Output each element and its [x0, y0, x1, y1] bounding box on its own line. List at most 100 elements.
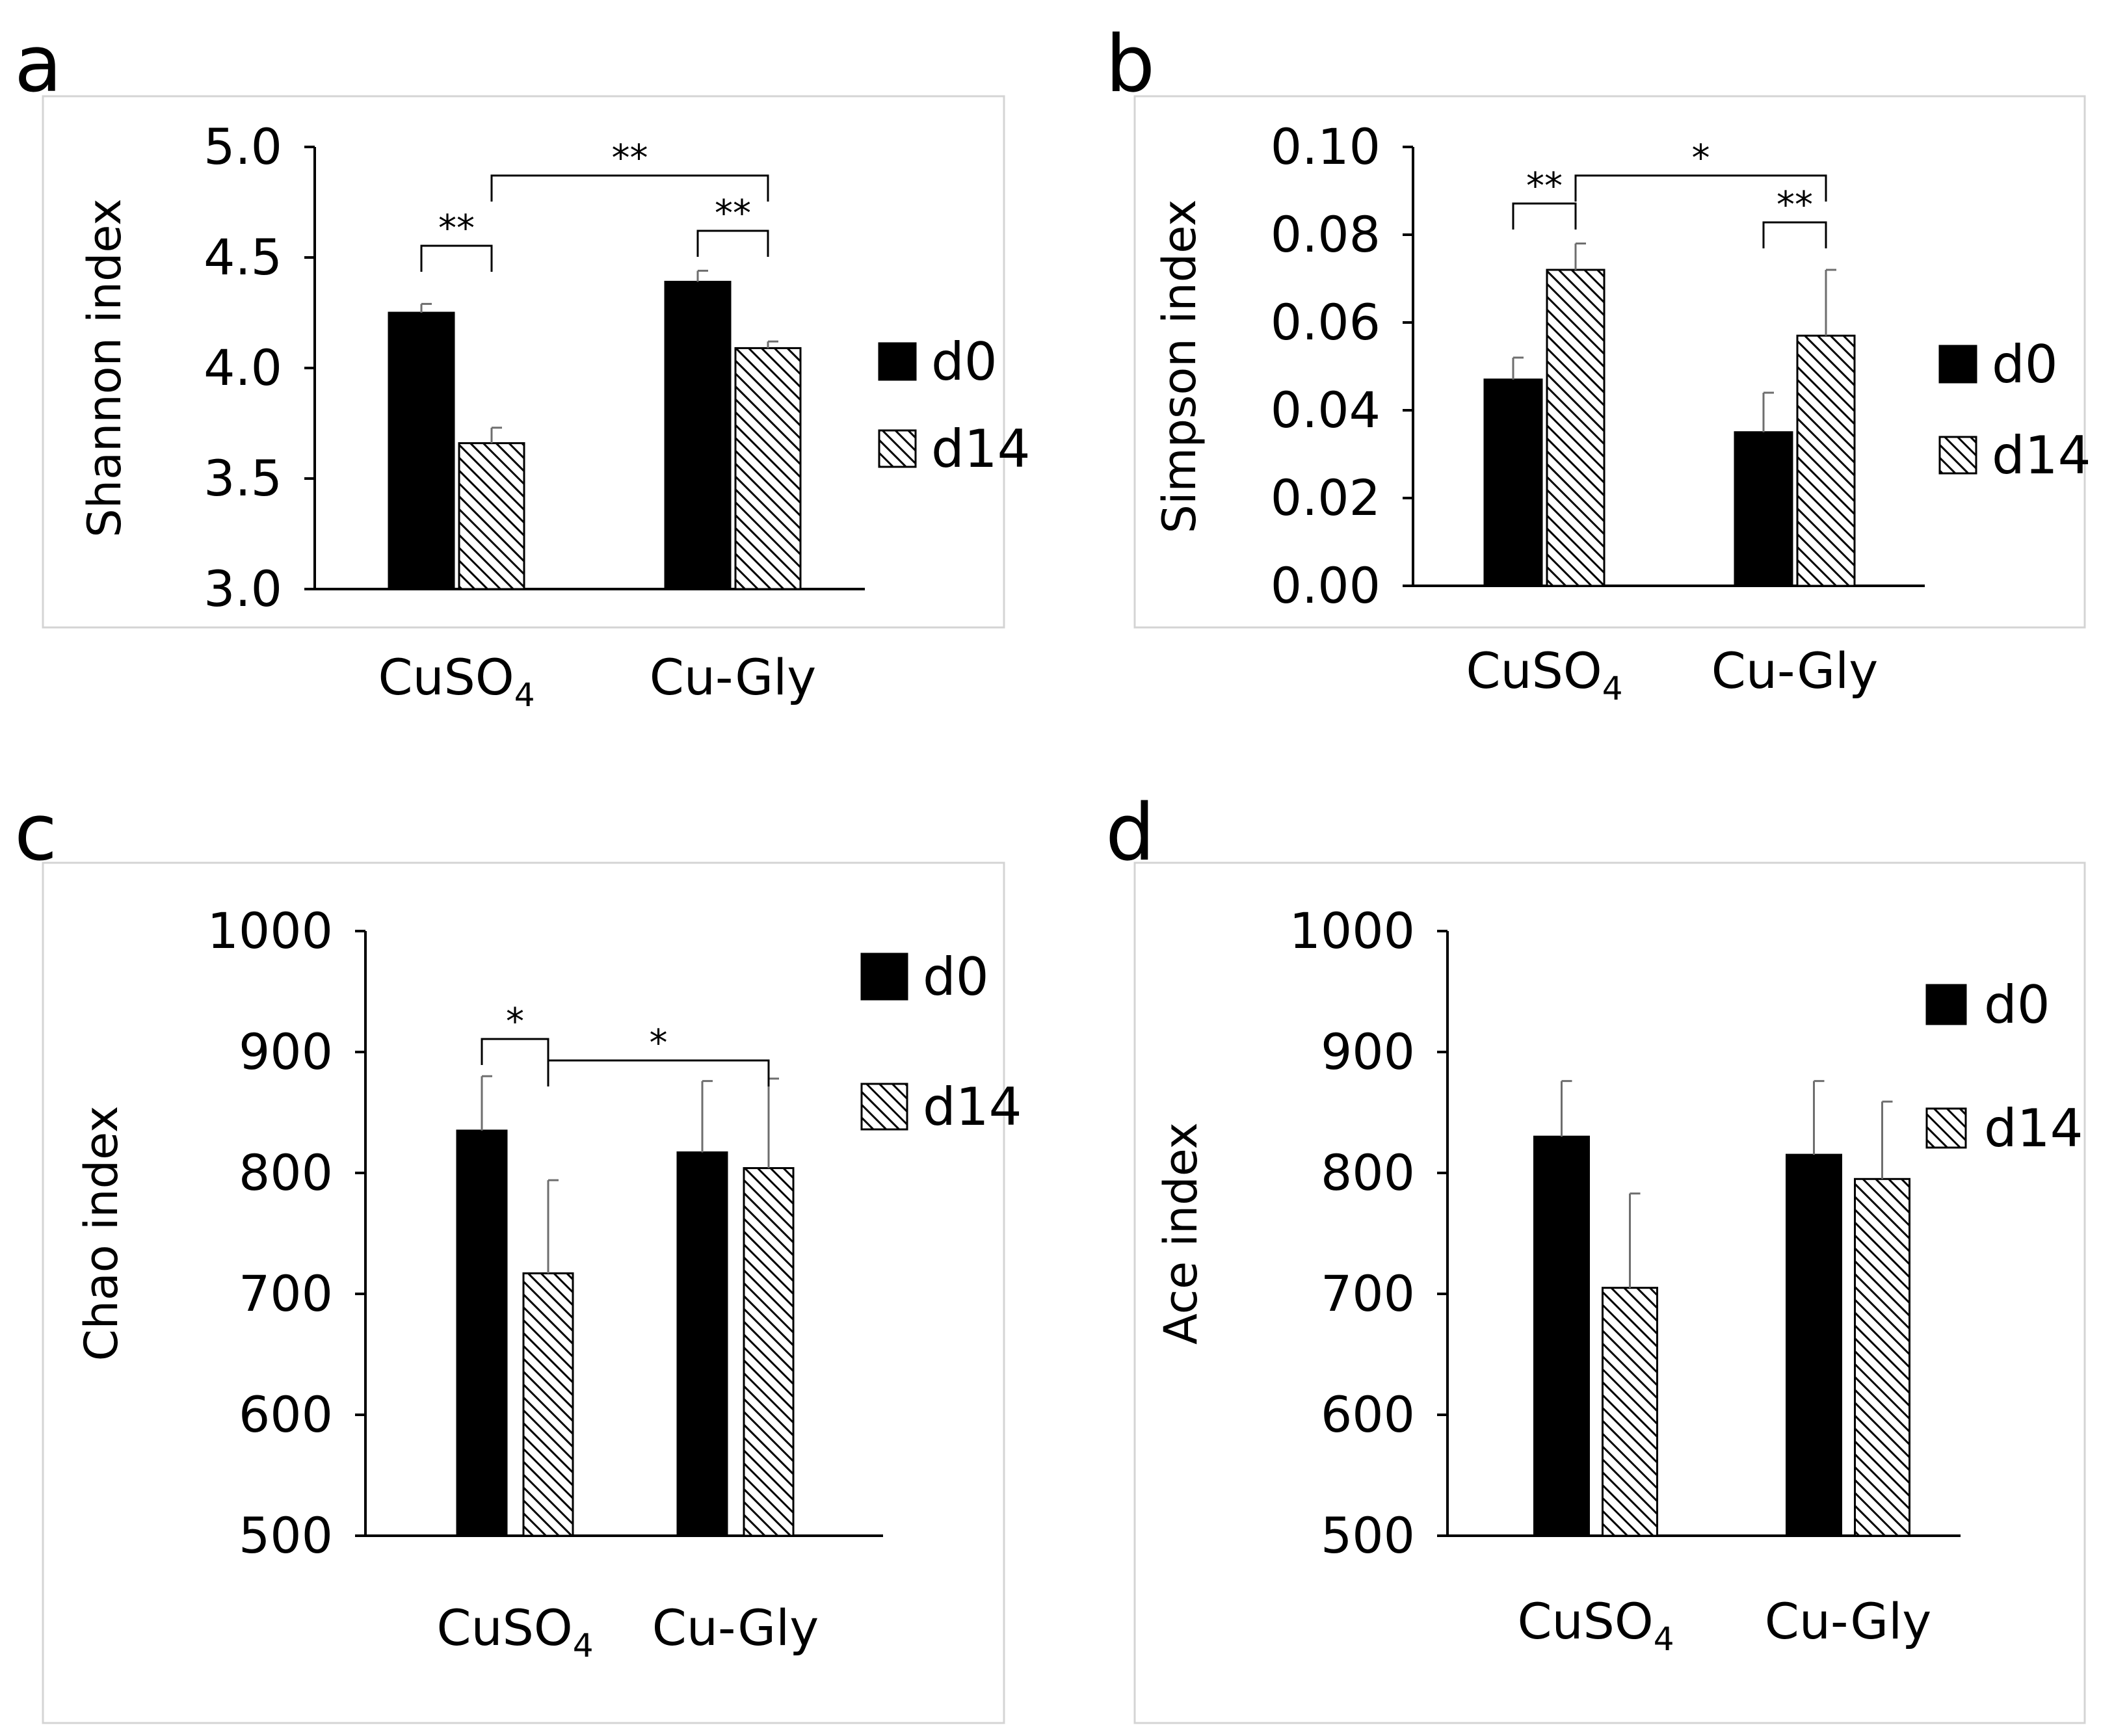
y-axis-label: Simpson index: [1153, 200, 1206, 534]
significance-label: **: [1777, 184, 1813, 226]
legend-label: d0: [1992, 334, 2058, 395]
bar-d0-0: [388, 311, 455, 590]
significance-bracket: [1574, 174, 1827, 202]
panel-frame: [1133, 861, 2086, 1724]
x-category-label: CuSO4: [378, 648, 535, 714]
legend-label: d0: [1984, 975, 2050, 1035]
y-tick-label: 4.5: [204, 228, 282, 286]
y-tick-label: 5.0: [204, 118, 282, 176]
panel-letter: c: [14, 788, 57, 878]
legend-swatch-d0: [860, 953, 908, 1001]
significance-label: *: [506, 1001, 524, 1043]
x-category-label: CuSO4: [1466, 642, 1622, 707]
significance-bracket: [490, 174, 769, 202]
y-tick-label: 0.08: [1271, 205, 1381, 263]
significance-label: *: [1692, 137, 1710, 179]
panel-letter: a: [14, 20, 62, 110]
bar-d14-1: [1796, 334, 1856, 587]
y-axis-label: Chao index: [75, 1106, 128, 1361]
y-tick-label: 800: [239, 1144, 333, 1202]
panel-frame: [42, 861, 1005, 1724]
significance-label: *: [650, 1022, 668, 1064]
legend-swatch-d14: [860, 1083, 908, 1131]
panel-d: d 500 600 700 800 900 1000 Ace index CuSO4 Cu-Gly…: [1105, 788, 2086, 1724]
bar-d0-0: [456, 1129, 508, 1537]
legend-label: d0: [923, 947, 989, 1007]
legend: d0 d14: [860, 947, 1022, 1137]
legend-swatch-d0: [1925, 984, 1967, 1025]
significance-bracket: [696, 230, 769, 257]
y-tick-label: 0.06: [1271, 293, 1381, 351]
bar-d14-0: [1602, 1287, 1658, 1537]
y-tick-label: 1000: [1289, 902, 1415, 960]
legend-label: d14: [931, 419, 1031, 479]
y-tick-label: 600: [1321, 1386, 1415, 1443]
bar-d14-1: [734, 347, 802, 590]
legend-label: d14: [1984, 1098, 2083, 1159]
legend-swatch-d14: [1925, 1107, 1967, 1149]
x-category-label: CuSO4: [436, 1599, 593, 1664]
x-category-label: Cu-Gly: [1711, 642, 1878, 700]
y-tick-label: 4.0: [204, 339, 282, 397]
significance-label: **: [612, 137, 648, 179]
panel-b: b 0.00 0.02 0.04 0.06 0.08 0.10 Simpson index Cu…: [1105, 20, 2091, 707]
y-tick-label: 600: [239, 1386, 333, 1443]
y-tick-label: 500: [239, 1506, 333, 1564]
panel-c: c 500 600 700 800 900 1000 Chao index CuSO4 Cu-Gl…: [14, 788, 1022, 1724]
bar-d14-1: [1854, 1177, 1910, 1537]
significance-bracket: [1762, 221, 1827, 248]
bar-d0-1: [1786, 1153, 1842, 1537]
y-tick-label: 0.00: [1271, 557, 1381, 614]
significance-bracket: [420, 244, 493, 272]
significance-label: **: [1526, 165, 1563, 207]
y-tick-label: 3.5: [204, 449, 282, 507]
bar-d0-1: [1734, 431, 1793, 587]
y-axis-label: Ace index: [1154, 1122, 1208, 1345]
y-tick-label: 700: [1321, 1265, 1415, 1322]
y-tick-label: 1000: [207, 902, 333, 960]
legend-swatch-d14: [878, 429, 917, 468]
y-tick-label: 0.10: [1271, 118, 1381, 176]
bar-d14-1: [743, 1167, 795, 1537]
significance-bracket: [1512, 202, 1577, 230]
panel-letter: d: [1105, 788, 1155, 878]
y-tick-label: 3.0: [204, 560, 282, 618]
y-tick-label: 900: [1321, 1023, 1415, 1081]
x-category-label: Cu-Gly: [652, 1599, 819, 1657]
y-tick-label: 700: [239, 1265, 333, 1322]
bar-d14-0: [458, 442, 525, 590]
legend-swatch-d0: [878, 342, 917, 381]
significance-label: **: [715, 192, 751, 235]
y-tick-label: 900: [239, 1023, 333, 1081]
legend-swatch-d0: [1938, 345, 1977, 384]
y-tick-label: 500: [1321, 1506, 1415, 1564]
panel-letter: b: [1105, 20, 1155, 110]
y-tick-label: 0.04: [1271, 381, 1381, 439]
legend-swatch-d14: [1938, 436, 1977, 475]
significance-bracket: [547, 1059, 770, 1086]
y-tick-label: 800: [1321, 1144, 1415, 1202]
x-category-label: Cu-Gly: [650, 648, 816, 706]
panel-a: a 3.0 3.5 4.0 4.5 5.0 Shannon index CuSO4 Cu-Gly…: [14, 20, 1031, 714]
bar-d14-0: [1546, 269, 1605, 587]
bar-d14-0: [522, 1272, 574, 1537]
x-category-label: CuSO4: [1517, 1592, 1674, 1658]
bar-d0-0: [1483, 378, 1543, 587]
significance-bracket: [481, 1038, 549, 1065]
legend: d0 d14: [1925, 975, 2083, 1159]
panel-frame: [42, 95, 1005, 629]
panel-frame: [1133, 95, 2086, 629]
legend-label: d14: [923, 1077, 1022, 1137]
x-category-label: Cu-Gly: [1765, 1592, 1931, 1650]
y-tick-label: 0.02: [1271, 469, 1381, 527]
significance-label: **: [438, 207, 475, 250]
y-axis-label: Shannon index: [78, 198, 131, 537]
bar-d0-1: [676, 1151, 728, 1537]
legend-label: d0: [931, 332, 998, 392]
bar-d0-1: [664, 280, 732, 590]
legend-label: d14: [1992, 425, 2091, 486]
bar-d0-0: [1533, 1135, 1590, 1537]
